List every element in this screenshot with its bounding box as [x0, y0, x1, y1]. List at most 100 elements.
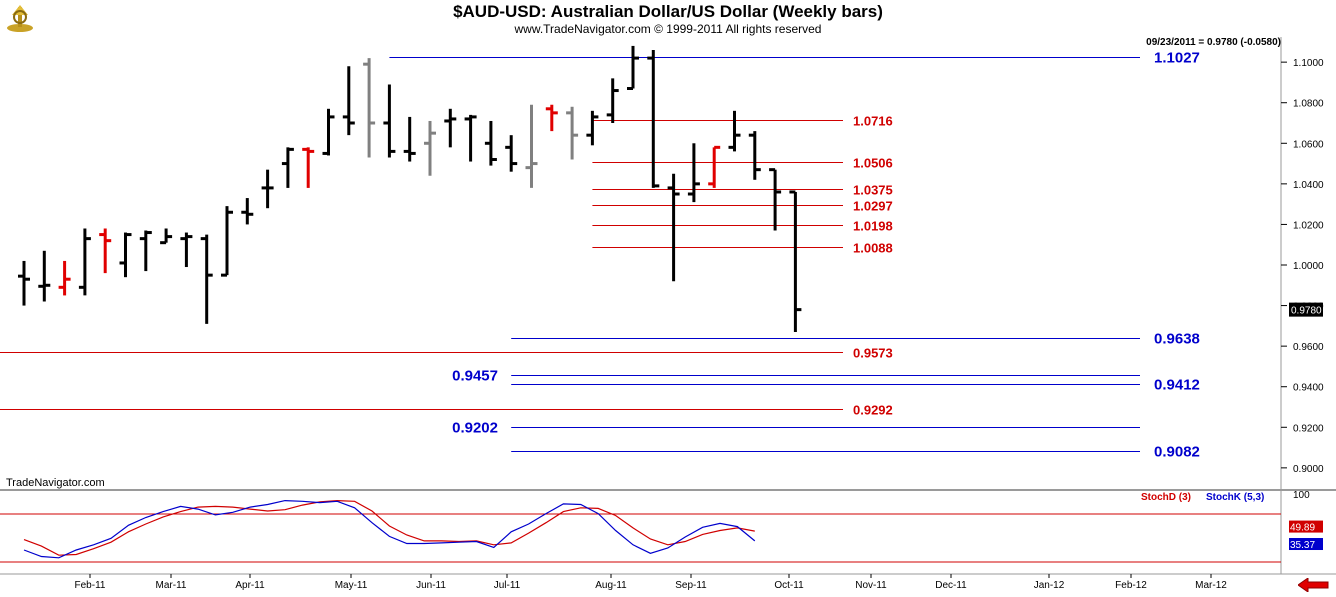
- ohlc-bar: [566, 106, 579, 160]
- ohlc-bar: [342, 66, 355, 136]
- ohlc-bar: [627, 45, 639, 91]
- level-label: 1.1027: [1154, 50, 1200, 67]
- ohlc-bar: [139, 230, 152, 272]
- stoch-value-label: 49.89: [1290, 523, 1315, 534]
- level-label: 0.9573: [853, 346, 893, 361]
- trade-navigator-logo-icon: [6, 3, 34, 38]
- ohlc-bar: [424, 120, 436, 176]
- level-label: 1.0297: [853, 199, 893, 214]
- x-tick-label: Sep-11: [675, 580, 707, 591]
- price-axis: 1.10001.08001.06001.04001.02001.00000.98…: [1289, 58, 1324, 475]
- x-tick-label: Apr-11: [235, 580, 265, 591]
- ohlc-bar: [180, 232, 193, 268]
- ohlc-bar: [200, 234, 213, 324]
- y-tick-label: 1.0800: [1293, 99, 1324, 110]
- ohlc-bar: [281, 147, 294, 188]
- ohlc-bar: [545, 104, 558, 132]
- y-tick-label: 0.9400: [1293, 383, 1324, 394]
- ohlc-bar: [241, 198, 254, 225]
- last-quote: 09/23/2011 = 0.9780 (-0.0580): [1146, 37, 1281, 48]
- x-tick-label: Dec-11: [935, 580, 967, 591]
- x-tick-label: Oct-11: [774, 580, 804, 591]
- back-arrow-icon[interactable]: [1297, 577, 1330, 597]
- ohlc-bar: [708, 145, 721, 188]
- ohlc-bar: [586, 110, 599, 146]
- y-tick-label: 1.0000: [1293, 261, 1324, 272]
- ohlc-bar: [78, 228, 91, 296]
- y-tick-label: 0.9000: [1293, 464, 1324, 475]
- ohlc-bar: [728, 110, 741, 152]
- level-label: 0.9202: [452, 420, 498, 437]
- ohlc-bar: [221, 206, 233, 277]
- price-bars: [18, 45, 802, 332]
- level-label: 1.0506: [853, 156, 893, 171]
- level-label: 1.0375: [853, 183, 893, 198]
- price-grid: [1281, 61, 1287, 469]
- ohlc-bar: [160, 228, 173, 245]
- ohlc-bar: [99, 228, 112, 274]
- stoch-line-d: [23, 499, 755, 556]
- ohlc-bar: [505, 135, 518, 172]
- time-axis: Feb-11 Mar-11 Apr-11 May-11 Jun-11 Jul-11 Aug-…: [75, 574, 1227, 591]
- x-tick-label: Mar-11: [156, 580, 187, 591]
- x-tick-label: Mar-12: [1195, 580, 1227, 591]
- x-tick-label: May-11: [335, 580, 368, 591]
- ohlc-bar: [464, 114, 477, 162]
- stoch-value-label: 35.37: [1290, 540, 1315, 551]
- stoch-value-box: [1289, 538, 1323, 551]
- ohlc-bar: [789, 190, 802, 332]
- x-tick-label: Jan-12: [1034, 580, 1065, 591]
- stochastic-panel: 100 49.89 35.37: [0, 490, 1323, 563]
- y-tick-label: 1.0400: [1293, 180, 1324, 191]
- level-label: 0.9412: [1154, 377, 1200, 394]
- y-tick-label: 1.0200: [1293, 220, 1324, 231]
- ohlc-bar: [261, 169, 274, 209]
- level-label: 0.9457: [452, 368, 498, 385]
- ohlc-bar: [525, 104, 538, 188]
- ohlc-bar: [748, 131, 761, 180]
- level-label: 0.9292: [853, 403, 893, 418]
- ohlc-bar: [119, 232, 132, 278]
- ohlc-bar: [687, 143, 700, 203]
- y-tick-label: 0.9600: [1293, 342, 1324, 353]
- x-tick-label: Feb-11: [75, 580, 106, 591]
- ohlc-bar: [444, 108, 457, 148]
- brand-label: TradeNavigator.com: [6, 477, 105, 489]
- chart-title: $AUD-USD: Australian Dollar/US Dollar (W…: [453, 2, 883, 21]
- ohlc-bar: [606, 78, 619, 123]
- level-label: 1.0198: [853, 219, 893, 234]
- level-label: 0.9082: [1154, 444, 1200, 461]
- copyright-text: www.TradeNavigator.com © 1999-2011 All r…: [514, 22, 822, 36]
- x-tick-label: Feb-12: [1115, 580, 1147, 591]
- stoch-value-box: [1289, 520, 1323, 533]
- x-tick-label: Jun-11: [416, 580, 446, 591]
- ohlc-bar: [667, 173, 680, 282]
- ohlc-bar: [302, 147, 315, 188]
- last-price-box: [1289, 302, 1323, 317]
- x-tick-label: Aug-11: [595, 580, 627, 591]
- ohlc-bar: [38, 250, 51, 302]
- stoch-k-legend: StochK (5,3): [1206, 492, 1265, 503]
- last-price-label: 0.9780: [1291, 306, 1322, 317]
- y-tick-label: 1.1000: [1293, 58, 1324, 69]
- stoch-line-k: [23, 499, 756, 559]
- x-tick-label: Jul-11: [494, 580, 521, 591]
- level-label: 0.9638: [1154, 331, 1200, 348]
- stoch-d-legend: StochD (3): [1141, 492, 1191, 503]
- ohlc-bar: [769, 168, 782, 231]
- ohlc-bar: [484, 120, 497, 166]
- ohlc-bar: [383, 84, 396, 158]
- x-tick-label: Nov-11: [855, 580, 887, 591]
- ohlc-bar: [58, 260, 71, 296]
- level-label: 1.0716: [853, 114, 893, 129]
- y-tick-label: 1.0600: [1293, 139, 1324, 150]
- y-tick-label: 0.9200: [1293, 423, 1324, 434]
- ohlc-bar: [322, 108, 335, 156]
- level-label: 1.0088: [853, 241, 893, 256]
- ohlc-bar: [18, 260, 30, 306]
- ohlc-bar: [403, 116, 416, 162]
- ohlc-bar: [647, 49, 660, 188]
- stoch-tick-label: 100: [1293, 490, 1310, 501]
